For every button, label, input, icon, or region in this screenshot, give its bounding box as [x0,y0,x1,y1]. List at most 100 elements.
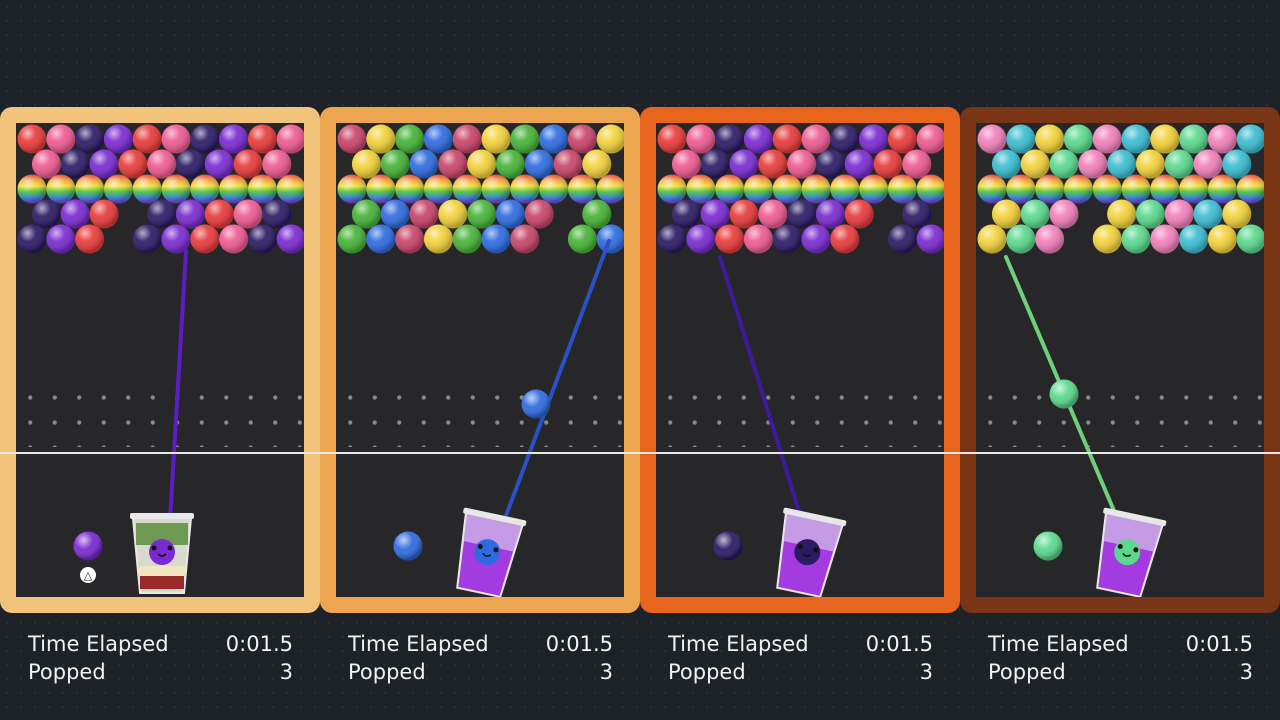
bubble-shine [190,174,220,204]
bubble-shine [510,174,540,204]
bubble-shine [567,224,597,254]
cup-eye-icon [813,547,819,553]
bubble-shine [859,174,889,204]
bubble-shine [686,174,716,204]
triangle-button-icon[interactable] [80,567,96,583]
game-panel-3[interactable] [640,107,960,613]
cup-mouth-icon [802,552,812,557]
play-field[interactable] [976,123,1264,597]
bubble-shine [1006,124,1036,154]
bubble-shine [204,149,234,179]
time-label: Time Elapsed [348,632,489,656]
play-field[interactable] [336,123,624,597]
bubble-grid [657,124,944,254]
bubble-shine [495,149,525,179]
bubble-shine [539,174,569,204]
bubble-shine [423,224,453,254]
bubble-shine [395,224,425,254]
bubble-shine [1121,224,1151,254]
aim-guide-dots [16,381,304,447]
bubble-shine [31,149,61,179]
bubble-shine [1020,149,1050,179]
game-panel-4[interactable] [960,107,1280,613]
shooter-cup[interactable] [1087,507,1167,597]
bubble-shine [916,124,944,154]
bubble-shine [1049,199,1079,229]
bubble-shine [1150,224,1180,254]
popped-value: 3 [599,660,613,684]
bubble-shine [337,174,367,204]
bubble-grid [977,124,1264,254]
bubble-shine [1006,174,1036,204]
time-value: 0:01.5 [545,632,613,656]
popped-value: 3 [919,660,933,684]
popped-label: Popped [348,660,426,684]
bubble-shine [395,124,425,154]
bubble-shine [1207,174,1237,204]
bubble-shine [977,174,1007,204]
bubble-shine [380,199,410,229]
aim-line [490,239,611,555]
bubble-shine [510,124,540,154]
bubble-shine [366,224,396,254]
cup-mouth-icon [157,553,167,557]
bubble-shine [204,199,234,229]
bubble-shine [1035,124,1065,154]
bubble-shine [596,224,624,254]
shooter-layer[interactable] [656,123,944,597]
bubble-shine [409,149,439,179]
bubble-shine [844,199,874,229]
bubble-shine [887,124,917,154]
cup-eye-icon [1117,544,1123,550]
bubble-shine [481,224,511,254]
bubble-shine [815,149,845,179]
game-panel-2[interactable] [320,107,640,613]
bubble-shine [758,199,788,229]
bubble-shine [686,224,716,254]
bubble-shine [657,124,687,154]
bubble-shine [715,174,745,204]
time-value: 0:01.5 [865,632,933,656]
cup-eye-icon [151,545,157,551]
cup-layer-green [136,523,188,545]
bubble-shine [1164,149,1194,179]
stats-panel-4: Time Elapsed 0:01.5 Popped 3 [988,630,1253,686]
bubble-shine [1150,174,1180,204]
bubble-shine [60,199,90,229]
bubble-shine [262,149,292,179]
bubble-shine [380,149,410,179]
popped-label: Popped [668,660,746,684]
shooter-cup[interactable] [447,507,527,597]
popped-label: Popped [988,660,1066,684]
bubble-shine [700,149,730,179]
bubble-shine [715,224,745,254]
bubble-shine [830,224,860,254]
bubble-shine [713,531,743,561]
bubble-shine [247,224,277,254]
shooter-cup[interactable] [767,507,847,597]
play-field[interactable]: △ [16,123,304,597]
aim-line [166,249,188,555]
shooter-cup[interactable] [130,513,194,594]
bubble-shine [521,389,551,419]
bubble-shine [510,224,540,254]
stats-panel-2: Time Elapsed 0:01.5 Popped 3 [348,630,613,686]
bubble-shine [276,224,304,254]
bubble-shine [73,531,103,561]
bubble-shine [887,224,917,254]
bubble-shine [801,174,831,204]
bubble-shine [161,224,191,254]
shooter-layer[interactable] [976,123,1264,597]
bubble-shine [423,174,453,204]
bubble-shine [103,174,133,204]
bubble-shine [1236,224,1264,254]
game-panel-1[interactable]: △ [0,107,320,613]
bubble-shine [830,124,860,154]
shooter-layer[interactable]: △ [16,123,304,597]
bubble-shine [147,149,177,179]
bubble-shine [1193,149,1223,179]
bubble-grid [337,124,624,254]
play-field[interactable] [656,123,944,597]
shooter-layer[interactable] [336,123,624,597]
bubble-shine [1092,124,1122,154]
